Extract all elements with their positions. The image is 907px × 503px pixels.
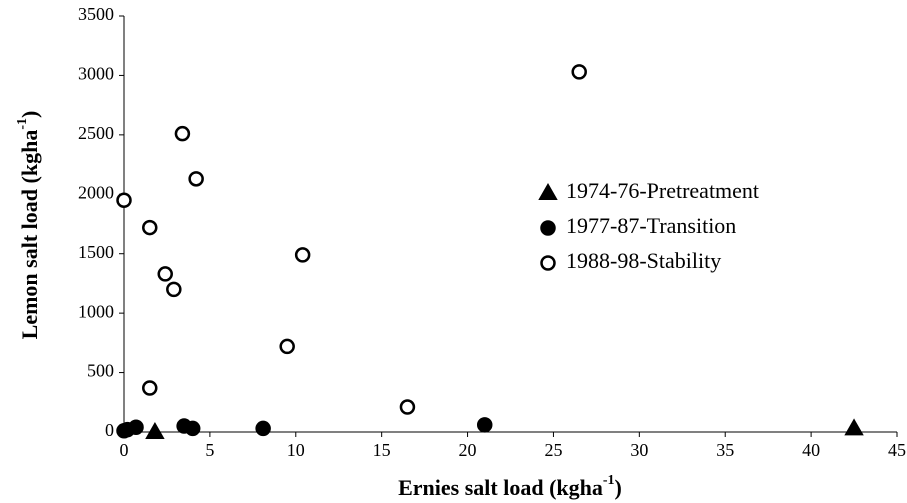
y-tick-label: 3000 xyxy=(78,64,114,84)
y-label-sup: -1 xyxy=(15,118,30,130)
marker-circle xyxy=(399,399,416,415)
legend-label: 1977-87-Transition xyxy=(566,213,736,238)
y-tick-label: 2000 xyxy=(78,182,114,202)
legend-marker xyxy=(540,255,556,271)
legend-marker xyxy=(540,220,556,236)
marker-circle xyxy=(174,125,191,142)
x-label-end: ) xyxy=(615,475,622,500)
x-tick-label: 25 xyxy=(544,440,562,460)
y-tick-label: 500 xyxy=(87,361,114,381)
marker-circle xyxy=(188,171,204,187)
x-tick-label: 40 xyxy=(802,440,820,460)
legend-label: 1974-76-Pretreatment xyxy=(566,178,759,203)
marker-circle xyxy=(255,420,271,437)
x-label: Ernies salt load (kgha xyxy=(398,475,603,500)
x-tick-label: 5 xyxy=(205,440,214,460)
x-axis-title: Ernies salt load (kgha-1) xyxy=(398,473,622,500)
marker-circle xyxy=(166,281,182,298)
y-tick-label: 3500 xyxy=(78,4,114,24)
y-tick-label: 1000 xyxy=(78,301,114,321)
y-label-end: ) xyxy=(17,111,42,118)
x-tick-label: 35 xyxy=(716,440,734,460)
y-label: Lemon salt load (kgha xyxy=(17,130,42,340)
y-axis-title: Lemon salt load (kgha-1) xyxy=(15,111,42,340)
marker-triangle xyxy=(844,418,864,436)
x-tick-label: 10 xyxy=(287,440,305,460)
legend-label: 1988-98-Stability xyxy=(566,248,721,273)
marker-circle xyxy=(294,247,311,263)
marker-circle xyxy=(116,192,132,208)
x-tick-label: 45 xyxy=(888,440,906,460)
y-tick-label: 1500 xyxy=(78,242,114,262)
legend-marker xyxy=(538,182,558,200)
marker-circle xyxy=(476,417,493,433)
marker-circle xyxy=(142,219,158,236)
x-tick-label: 30 xyxy=(630,440,648,460)
marker-circle xyxy=(184,420,201,437)
marker-circle xyxy=(128,419,144,435)
x-label-sup: -1 xyxy=(603,473,615,488)
marker-circle xyxy=(142,380,158,396)
marker-triangle xyxy=(145,421,165,439)
x-tick-label: 0 xyxy=(120,440,129,460)
marker-circle xyxy=(157,266,173,282)
x-tick-label: 15 xyxy=(373,440,391,460)
y-tick-label: 0 xyxy=(105,420,114,440)
marker-circle xyxy=(279,338,295,355)
marker-circle xyxy=(571,64,587,80)
x-tick-label: 20 xyxy=(459,440,477,460)
y-tick-label: 2500 xyxy=(78,123,114,143)
